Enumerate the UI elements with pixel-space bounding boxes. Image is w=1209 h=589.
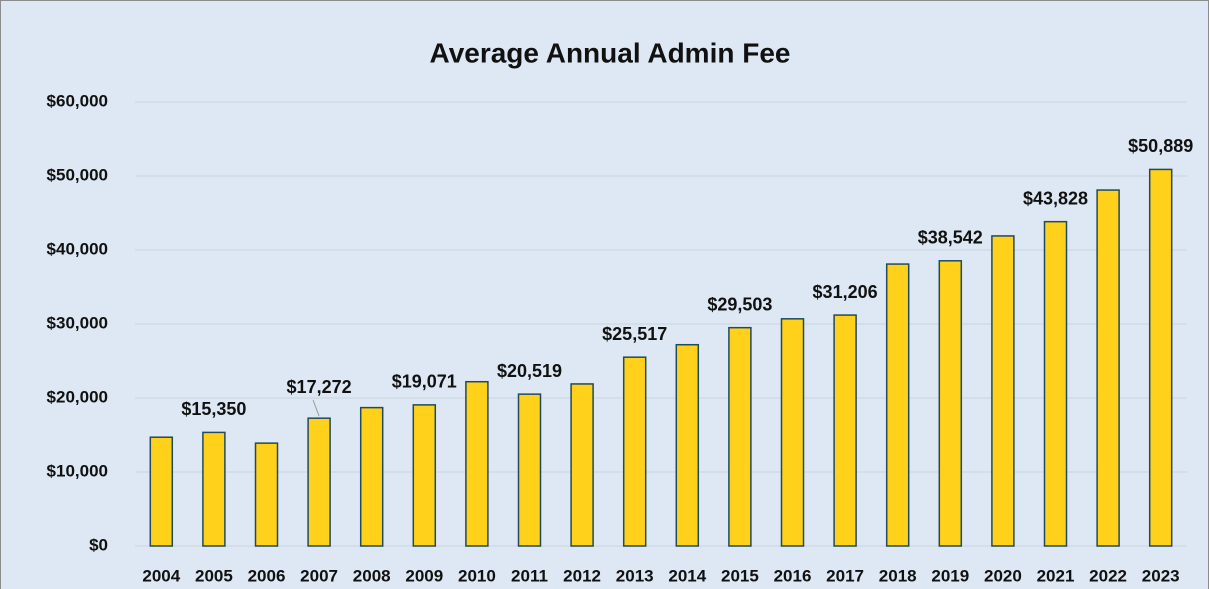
x-tick-label: 2016: [774, 566, 812, 585]
bar: [622, 356, 647, 547]
x-tick-label: 2008: [353, 566, 391, 585]
bar: [1096, 189, 1120, 547]
bar: [780, 318, 805, 547]
x-tick-label: 2010: [458, 566, 496, 585]
y-tick-label: $50,000: [47, 165, 108, 184]
bar: [202, 431, 226, 547]
value-label: $17,272: [287, 377, 352, 397]
y-tick-label: $20,000: [47, 387, 108, 406]
x-tick-label: 2021: [1037, 566, 1075, 585]
y-tick-label: $60,000: [47, 91, 108, 110]
bar: [991, 235, 1015, 547]
y-tick-label: $30,000: [47, 313, 108, 332]
bar: [675, 343, 700, 547]
bar: [570, 383, 594, 547]
value-label: $38,542: [918, 228, 983, 248]
x-tick-label: 2011: [511, 566, 548, 585]
x-tick-label: 2015: [721, 566, 759, 585]
bar: [517, 393, 542, 547]
value-label: $50,889: [1128, 136, 1193, 156]
bar: [412, 404, 437, 547]
bar: [254, 442, 279, 547]
bar: [149, 436, 174, 547]
y-tick-label: $0: [89, 535, 108, 554]
bar: [1043, 220, 1068, 547]
x-tick-label: 2009: [405, 566, 443, 585]
x-tick-label: 2006: [248, 566, 286, 585]
value-label: $43,828: [1023, 188, 1088, 208]
value-label: $20,519: [497, 361, 562, 381]
chart-title: Average Annual Admin Fee: [430, 37, 791, 68]
value-label: $29,503: [707, 294, 772, 314]
value-label: $25,517: [602, 324, 667, 344]
x-tick-label: 2020: [984, 566, 1022, 585]
x-tick-label: 2004: [142, 566, 180, 585]
x-tick-label: 2022: [1089, 566, 1127, 585]
bar: [465, 380, 489, 547]
x-tick-label: 2007: [300, 566, 338, 585]
y-tick-label: $10,000: [47, 461, 108, 480]
bar: [833, 314, 857, 547]
value-label: $19,071: [392, 372, 457, 392]
value-label: $15,350: [181, 399, 246, 419]
x-tick-label: 2013: [616, 566, 654, 585]
x-tick-label: 2023: [1142, 566, 1180, 585]
x-tick-label: 2014: [668, 566, 706, 585]
bar: [307, 417, 331, 547]
bar: [359, 406, 384, 547]
x-tick-label: 2005: [195, 566, 233, 585]
x-tick-label: 2017: [826, 566, 864, 585]
bar: [728, 326, 752, 547]
x-tick-label: 2019: [931, 566, 969, 585]
x-tick-label: 2012: [563, 566, 601, 585]
bar: [885, 263, 910, 547]
bar: [938, 260, 963, 547]
x-tick-label: 2018: [879, 566, 917, 585]
leader-line: [312, 400, 320, 417]
bar: [1148, 168, 1173, 547]
y-tick-label: $40,000: [47, 239, 108, 258]
value-label: $31,206: [813, 282, 878, 302]
